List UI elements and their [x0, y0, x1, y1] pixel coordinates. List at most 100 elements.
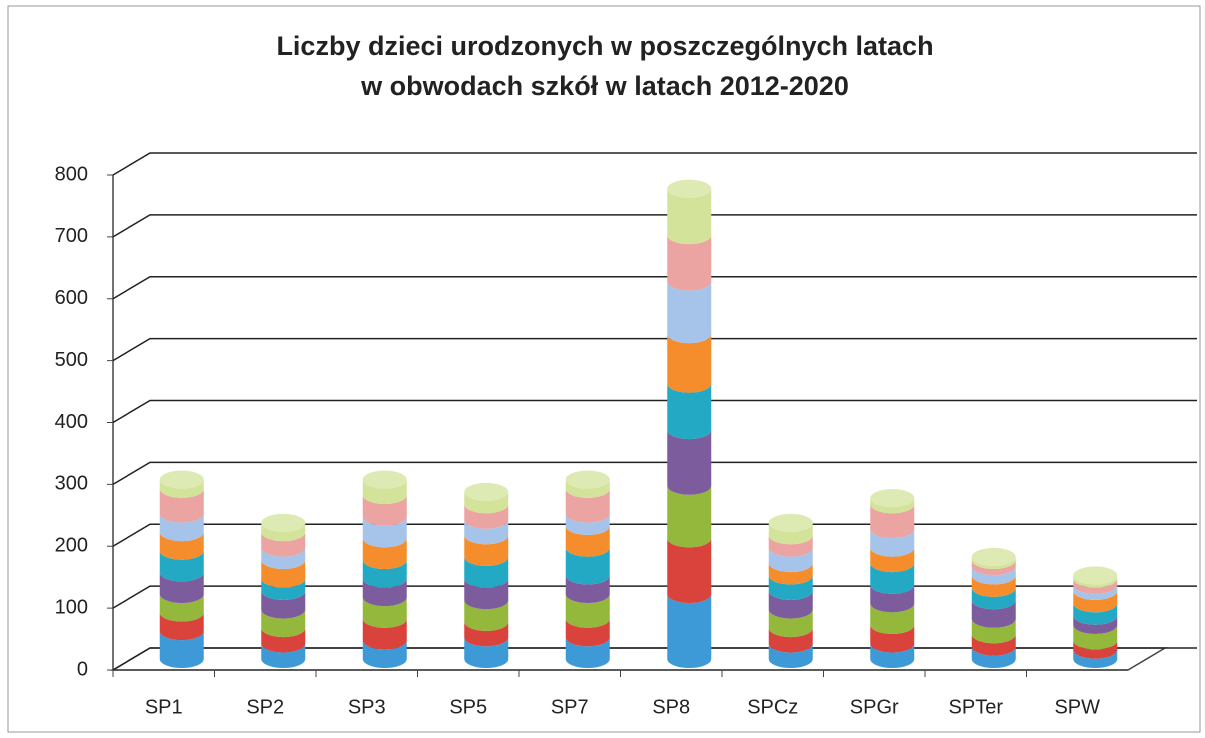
bar-segment	[362, 479, 407, 505]
bar-segment	[159, 612, 204, 641]
bar-segment	[362, 538, 407, 569]
bar-segment	[261, 532, 306, 557]
bar-segment	[261, 578, 306, 600]
bar-segment	[667, 430, 712, 495]
bar-segment	[870, 529, 915, 557]
bar-cap	[870, 489, 915, 508]
grid-line	[112, 399, 1197, 424]
bar-segment	[1073, 615, 1118, 634]
x-tick-label: SPGr	[850, 696, 899, 718]
bar-segment	[1073, 584, 1118, 600]
grid-line	[112, 523, 1197, 547]
bar-segment	[464, 621, 509, 647]
bar-segment	[464, 556, 509, 588]
bar-segment	[362, 640, 407, 668]
bar-segment	[768, 628, 813, 653]
bar-segment	[261, 628, 306, 653]
bar-segment	[667, 281, 712, 344]
bar-segment	[667, 594, 712, 668]
bar-cap-shade	[159, 470, 204, 489]
chart-title: w obwodach szkół w latach 2012-2020	[360, 71, 849, 101]
bar-segment	[464, 504, 509, 529]
bar-segment	[870, 563, 915, 594]
bar-segment	[768, 522, 813, 545]
bar-segment	[1073, 575, 1118, 588]
bar-segment	[261, 560, 306, 588]
bar-segment	[159, 594, 204, 622]
grid-line	[112, 461, 1197, 486]
bar-segment	[464, 637, 509, 668]
bar-segment	[971, 566, 1016, 585]
bar-cap	[362, 470, 407, 489]
bar-segment	[464, 600, 509, 631]
bar-cap-shade	[261, 513, 306, 532]
bar-segment	[464, 535, 509, 566]
bar-segment	[565, 513, 610, 535]
chart-title: Liczby dzieci urodzonych w poszczególnyc…	[276, 31, 933, 61]
bar-cap-shade	[565, 470, 610, 489]
y-tick-label: 300	[55, 473, 88, 495]
y-tick-label: 200	[55, 535, 88, 557]
bar-segment	[870, 547, 915, 573]
bar-cap-shade	[667, 179, 712, 198]
bar-segment	[870, 624, 915, 653]
bar-segment	[261, 547, 306, 569]
bar-segment	[565, 488, 610, 523]
bar-segment	[667, 485, 712, 548]
bar-segment	[362, 495, 407, 526]
bar-segment	[971, 587, 1016, 610]
bar-cap-shade	[768, 513, 813, 532]
bar-segment	[1073, 649, 1118, 668]
bar-segment	[971, 618, 1016, 644]
bar-segment	[768, 547, 813, 573]
bar-segment	[565, 479, 610, 498]
bar-cap	[971, 547, 1016, 566]
grid-line	[112, 647, 1197, 671]
bar-segment	[159, 550, 204, 582]
bar-segment	[464, 578, 509, 610]
y-tick-label: 500	[55, 349, 88, 371]
bar-segment	[971, 556, 1016, 569]
y-tick-label: 100	[55, 596, 88, 618]
bar-cap-shade	[870, 489, 915, 508]
bar-cap	[565, 470, 610, 489]
x-tick-label: SP7	[551, 696, 589, 718]
bar-segment	[1073, 624, 1118, 650]
bar-segment	[362, 560, 407, 588]
bar-cap-shade	[362, 470, 407, 489]
x-tick-label: SP3	[348, 696, 386, 718]
bar-segment	[565, 618, 610, 647]
bar-cap-shade	[971, 547, 1016, 566]
bar-cap	[667, 179, 712, 198]
x-tick-label: SP1	[145, 696, 183, 718]
bar-segment	[971, 600, 1016, 628]
bar-segment	[870, 584, 915, 613]
y-tick-label: 0	[77, 658, 88, 680]
bar-segment	[667, 383, 712, 440]
grid-line	[112, 276, 1197, 300]
bar-segment	[768, 590, 813, 619]
bar-segment	[870, 498, 915, 514]
bar-segment	[768, 643, 813, 668]
bar-segment	[362, 578, 407, 607]
bar-segment	[565, 594, 610, 628]
grid-line	[112, 214, 1197, 238]
bar-segment	[971, 634, 1016, 656]
bar-segment	[768, 609, 813, 638]
x-tick-label: SP5	[449, 696, 487, 718]
bar-segment	[1073, 590, 1118, 613]
y-tick-label: 800	[55, 163, 88, 185]
bar-segment	[159, 513, 204, 542]
y-tick-label: 700	[55, 225, 88, 247]
bar-segment	[565, 575, 610, 604]
bar-segment	[667, 334, 712, 393]
bar-segment	[565, 547, 610, 585]
grid-line	[112, 585, 1197, 609]
bar-segment	[565, 525, 610, 557]
grid-line	[112, 152, 1197, 176]
bar-segment	[362, 516, 407, 548]
bar-segment	[667, 235, 712, 291]
frame	[7, 5, 1201, 733]
bar-segment	[971, 560, 1016, 576]
